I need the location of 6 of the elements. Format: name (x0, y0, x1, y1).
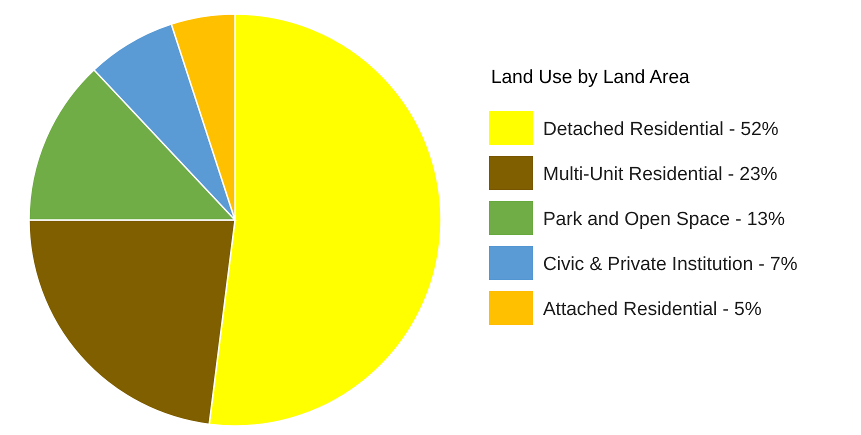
legend-label: Civic & Private Institution - 7% (543, 254, 798, 275)
legend-label: Attached Residential - 5% (543, 299, 762, 320)
legend-title: Land Use by Land Area (491, 67, 690, 88)
legend-label: Multi-Unit Residential - 23% (543, 164, 778, 185)
legend-label: Park and Open Space - 13% (543, 209, 785, 230)
legend-label: Detached Residential - 52% (543, 119, 779, 140)
